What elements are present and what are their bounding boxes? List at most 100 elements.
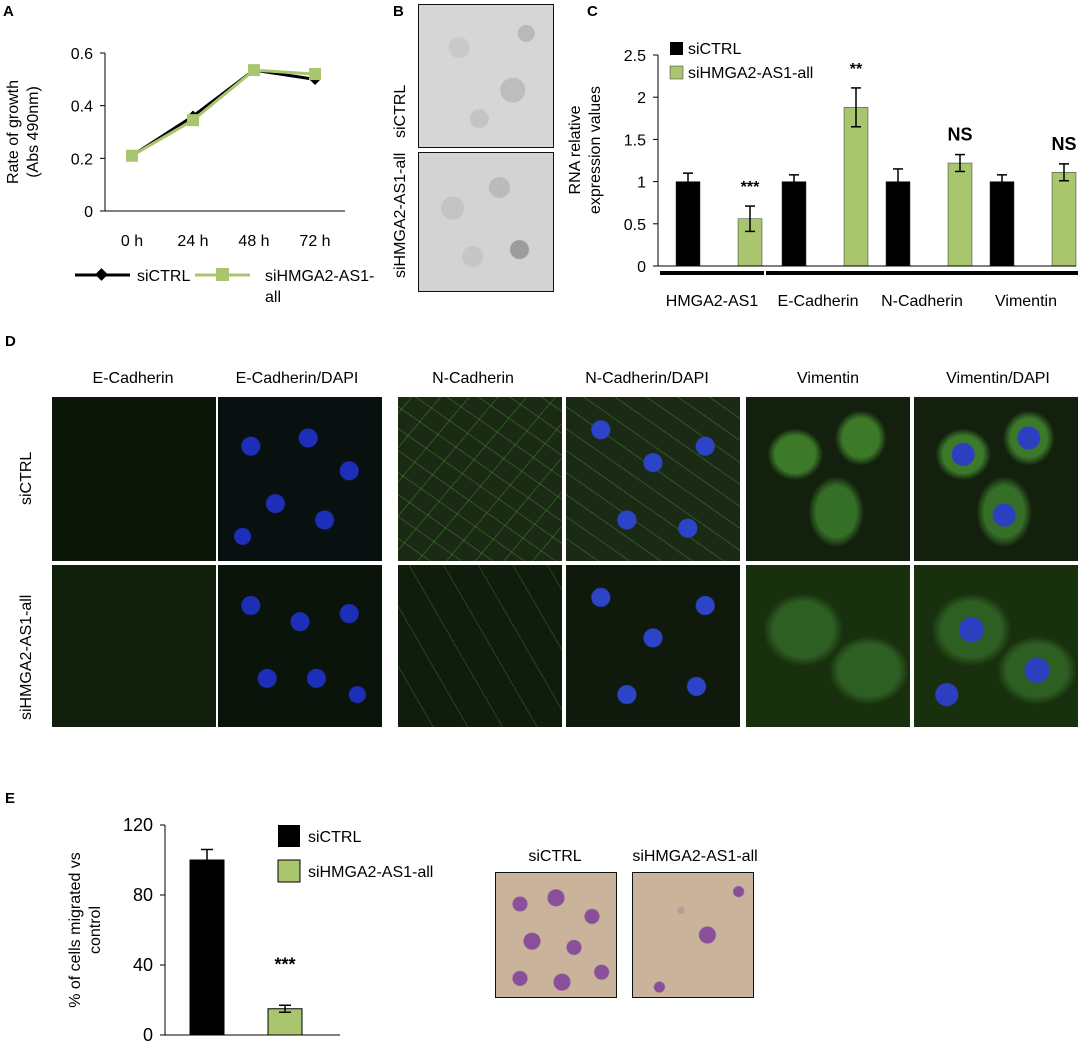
c-y-tick-label: 1 <box>637 175 646 192</box>
c-legend-swatch-ctrl <box>670 42 683 55</box>
a-point-si <box>248 64 260 77</box>
b-row-label-ctrl: siCTRL <box>392 84 409 138</box>
d-ecad-ctrl <box>52 397 216 561</box>
c-group-bracket <box>766 271 870 275</box>
c-y-tick-label: 0 <box>637 259 646 276</box>
c-y-label-line2: expression values <box>587 86 604 214</box>
a-point-si <box>187 114 199 127</box>
c-group-bracket <box>870 271 974 275</box>
e-y-tick-label: 40 <box>133 955 153 975</box>
e-bar-si <box>267 1008 303 1036</box>
c-bar-si <box>843 107 869 267</box>
c-y-tick-label: 1.5 <box>624 132 646 149</box>
a-legend-label-si-1: siHMGA2-AS1- <box>265 268 374 285</box>
d-vim-ctrl <box>746 397 910 561</box>
c-bar-ctrl <box>989 181 1015 267</box>
c-y-label-line1: RNA relative <box>567 105 584 194</box>
d-ecad-si <box>52 565 216 727</box>
c-bar-ctrl <box>781 181 807 267</box>
d-ecad-dapi-si <box>218 565 382 727</box>
a-y-label-line1: Rate of growth <box>5 80 22 184</box>
rna-expression-bar-chart: 0 0.5 1 1.5 2 2.5 RNA relative expression value… <box>567 41 1078 310</box>
e-legend-swatch-ctrl <box>278 825 300 847</box>
panel-letter-e: E <box>5 790 16 807</box>
panel-letter-c: C <box>587 3 598 20</box>
a-y-tick-label: 0.6 <box>71 46 93 63</box>
a-legend-label-si-2: all <box>265 289 281 306</box>
e-bar-ctrl <box>189 859 225 1036</box>
c-significance-label: NS <box>1051 134 1076 154</box>
e-micrograph-ctrl <box>495 872 617 998</box>
e-y-tick-label: 80 <box>133 885 153 905</box>
c-category-label: HMGA2-AS1 <box>666 293 759 310</box>
c-y-tick-label: 0.5 <box>624 217 646 234</box>
a-x-tick-label: 72 h <box>299 233 330 250</box>
c-y-tick-label: 2.5 <box>624 48 646 65</box>
panel-letter-a: A <box>3 3 14 20</box>
e-y-label-line1: % of cells migrated vs <box>67 852 84 1008</box>
d-ncad-dapi-si <box>566 565 740 727</box>
a-point-si <box>126 149 138 162</box>
d-vim-dapi-ctrl <box>914 397 1078 561</box>
d-header-vim-dapi: Vimentin/DAPI <box>946 370 1050 387</box>
c-legend-swatch-si <box>669 65 684 80</box>
d-ncad-dapi-ctrl <box>566 397 740 561</box>
e-significance-label: *** <box>274 954 295 974</box>
d-ncad-ctrl <box>398 397 562 561</box>
e-y-label-line2: control <box>87 906 104 954</box>
a-y-tick-label: 0 <box>84 204 93 221</box>
a-series-line-1 <box>131 68 316 157</box>
d-ncad-si <box>398 565 562 727</box>
a-y-label-line2: (Abs 490nm) <box>25 86 42 178</box>
c-y-tick-label: 2 <box>637 90 646 107</box>
a-series-line-0 <box>131 68 316 157</box>
c-category-label: Vimentin <box>995 293 1057 310</box>
c-category-label: E-Cadherin <box>778 293 859 310</box>
b-row-label-si: siHMGA2-AS1-all <box>392 152 409 278</box>
d-header-vim: Vimentin <box>797 370 859 387</box>
e-image-label-si: siHMGA2-AS1-all <box>632 848 758 865</box>
e-image-label-ctrl: siCTRL <box>528 848 582 865</box>
c-category-label: N-Cadherin <box>881 293 963 310</box>
e-y-tick-label: 0 <box>143 1025 153 1045</box>
c-legend-label-si: siHMGA2-AS1-all <box>688 65 813 82</box>
migration-bar-chart: 0 40 80 120 % of cells migrated vs control ***… <box>67 815 433 1045</box>
a-x-tick-label: 24 h <box>177 233 208 250</box>
a-x-tick-label: 48 h <box>238 233 269 250</box>
d-header-ncad-dapi: N-Cadherin/DAPI <box>585 370 709 387</box>
e-legend-label-si: siHMGA2-AS1-all <box>308 864 433 881</box>
a-y-tick-label: 0.2 <box>71 151 93 168</box>
a-legend-marker-si <box>216 268 229 281</box>
c-bar-si <box>947 162 973 267</box>
c-group-bracket <box>660 271 764 275</box>
c-bar-ctrl <box>885 181 911 267</box>
b-micrograph-ctrl <box>418 4 554 148</box>
a-legend-label-ctrl: siCTRL <box>137 268 190 285</box>
d-ecad-dapi-ctrl <box>218 397 382 561</box>
a-x-tick-label: 0 h <box>121 233 143 250</box>
a-legend-marker-ctrl <box>95 268 108 281</box>
a-y-tick-label: 0.4 <box>71 99 93 116</box>
e-legend-swatch-si <box>277 859 301 883</box>
d-header-ncad: N-Cadherin <box>432 370 514 387</box>
b-micrograph-si <box>418 152 554 292</box>
e-legend-label-ctrl: siCTRL <box>308 829 361 846</box>
panel-letter-b: B <box>393 3 404 20</box>
d-vim-si <box>746 565 910 727</box>
d-header-ecad: E-Cadherin <box>92 370 174 387</box>
panel-letter-d: D <box>5 333 16 350</box>
e-y-tick-label: 120 <box>123 815 153 835</box>
c-significance-label: *** <box>741 179 760 196</box>
d-vim-dapi-si <box>914 565 1078 727</box>
c-legend-label-ctrl: siCTRL <box>688 41 741 58</box>
d-row-label-ctrl: siCTRL <box>18 451 35 505</box>
c-bar-ctrl <box>675 181 701 267</box>
c-significance-label: NS <box>947 125 972 145</box>
e-micrograph-si <box>632 872 754 998</box>
growth-line-chart: 0 0.2 0.4 0.6 0 h 24 h 48 h 72 h Rate of growth(… <box>5 46 374 306</box>
c-group-bracket <box>974 271 1078 275</box>
d-header-ecad-dapi: E-Cadherin/DAPI <box>235 370 359 387</box>
d-row-label-si: siHMGA2-AS1-all <box>18 594 35 720</box>
a-point-si <box>309 68 321 81</box>
c-significance-label: ** <box>850 61 863 78</box>
